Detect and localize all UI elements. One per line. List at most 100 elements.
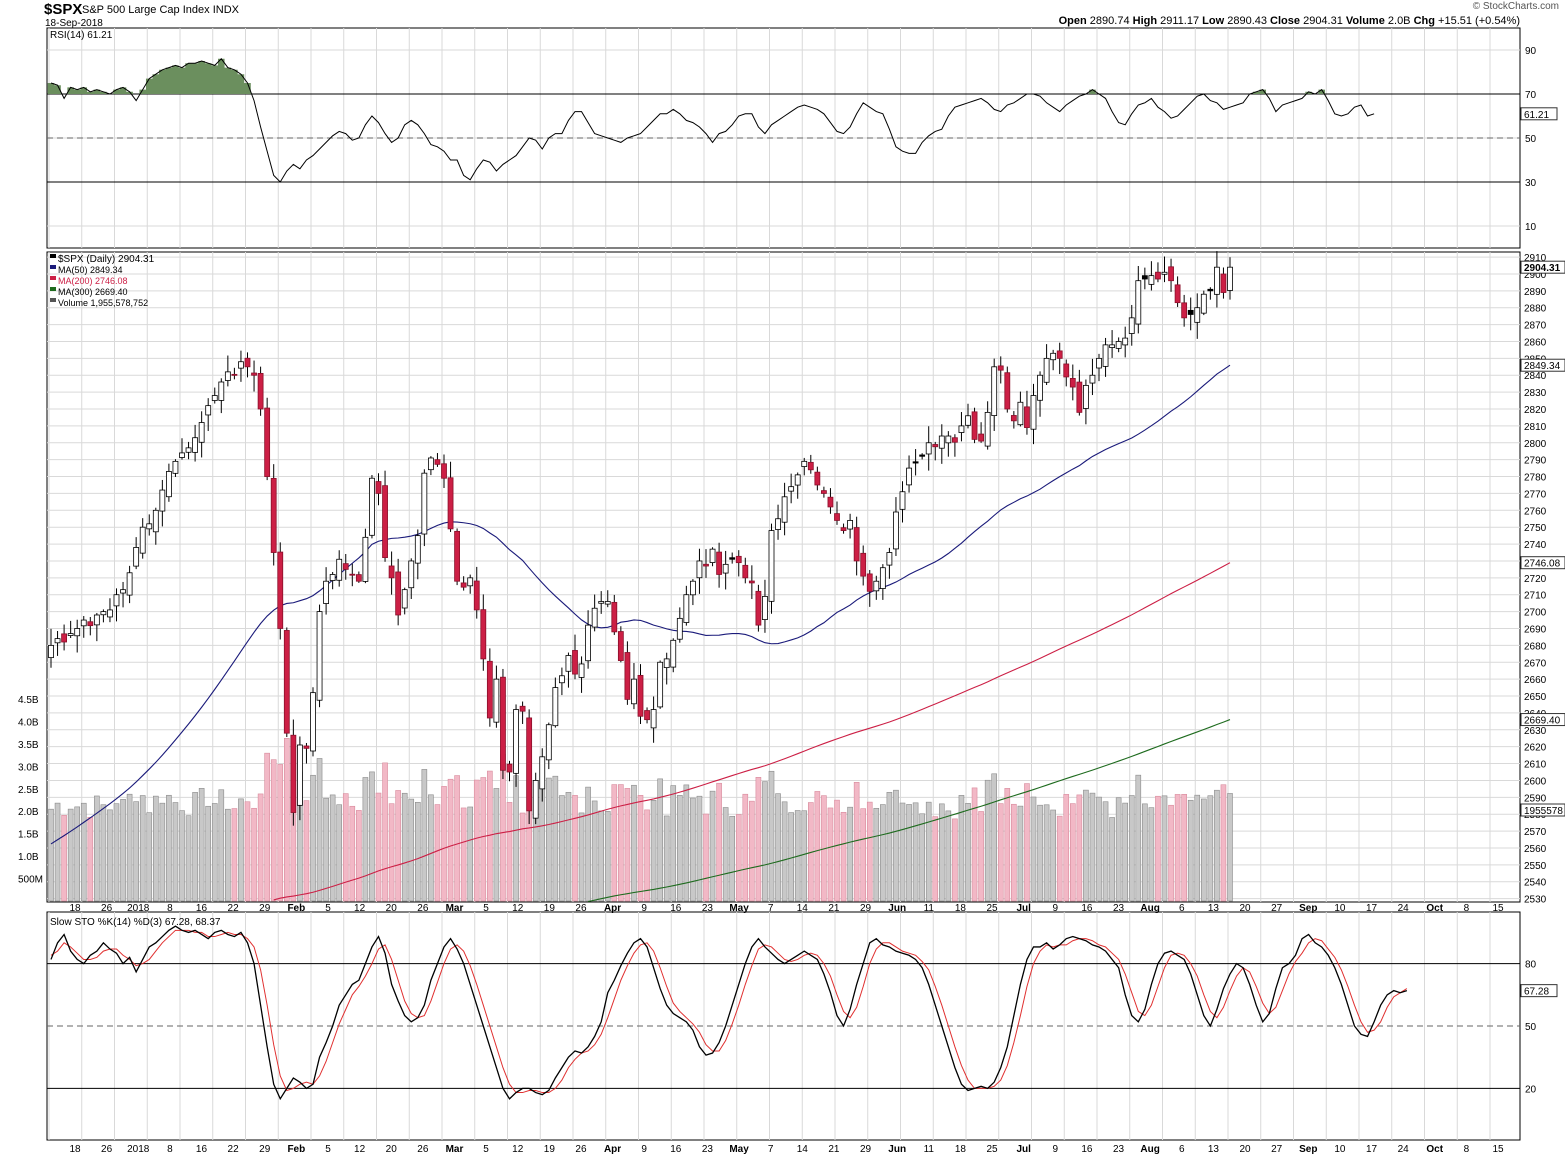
price-tick-label: 2760 (1524, 506, 1547, 517)
volume-tick-label: 3.5B (18, 740, 39, 751)
candle-body (775, 518, 781, 530)
volume-bar (139, 795, 146, 902)
volume-bar (716, 782, 722, 902)
candle-body (729, 557, 736, 560)
price-tick-label: 2680 (1524, 641, 1547, 652)
x-axis-label: 19 (544, 903, 556, 914)
x-axis-label: 16 (196, 903, 208, 914)
candle-body (218, 381, 225, 401)
volume-bar (244, 801, 251, 902)
candle-body (893, 511, 899, 550)
volume-bar (703, 813, 709, 902)
x-axis-label: 21 (828, 903, 840, 914)
candle-body (192, 437, 199, 453)
volume-bar (1115, 797, 1122, 902)
candle-body (1063, 363, 1070, 378)
price-value-tag-label: 2904.31 (1524, 263, 1561, 274)
volume-bar (395, 790, 401, 902)
volume-tick-label: 1.0B (18, 852, 39, 863)
close-label: Close (1270, 15, 1301, 27)
volume-label: Volume (1345, 15, 1385, 27)
volume-bar (618, 784, 624, 902)
price-tick-label: 2790 (1524, 456, 1547, 467)
x-axis-label-bottom: 18 (69, 1144, 81, 1155)
volume-bar (611, 784, 618, 902)
candle-body (61, 633, 67, 643)
volume-bar (984, 779, 991, 902)
price-tick-label: 2710 (1524, 591, 1547, 602)
candle-body (1148, 275, 1155, 285)
x-axis-label: Feb (287, 903, 305, 914)
candle-body (1115, 341, 1122, 349)
candle-body (637, 674, 644, 717)
candle-body (611, 601, 618, 633)
volume-bar (1063, 794, 1070, 902)
x-axis-label: 10 (1334, 903, 1346, 914)
volume-bar (1096, 796, 1102, 902)
volume-bar (755, 777, 762, 902)
candle-body (1024, 406, 1030, 428)
x-axis-label-bottom: 21 (828, 1144, 840, 1155)
volume-bar (166, 794, 172, 902)
rsi-tick-label: 50 (1525, 134, 1537, 145)
chg-value: +15.51 (+0.54%) (1438, 15, 1520, 27)
candle-body (532, 780, 539, 819)
candle-body (873, 580, 880, 592)
x-axis-label-bottom: 23 (702, 1144, 714, 1155)
candle-body (912, 461, 919, 464)
volume-bar (356, 810, 362, 902)
volume-bar (1161, 795, 1168, 902)
candle-body (768, 530, 775, 602)
volume-bar (853, 781, 860, 902)
candle-body (644, 710, 650, 721)
price-tick-label: 2550 (1524, 861, 1547, 872)
x-axis-label: 26 (101, 903, 113, 914)
volume-bar (1030, 796, 1037, 902)
candle-body (107, 609, 113, 618)
price-value-tag-label: 1955578 (1524, 806, 1563, 817)
price-tick-label: 2740 (1524, 540, 1547, 551)
rsi-tick-label: 70 (1525, 90, 1537, 101)
candle-body (834, 513, 840, 521)
x-axis-label-bottom: 8 (1464, 1144, 1470, 1155)
volume-bar (1017, 805, 1024, 902)
x-axis-label: 23 (1113, 903, 1125, 914)
x-axis-label-bottom: 17 (1366, 1144, 1378, 1155)
x-axis-label-bottom: 20 (386, 1144, 398, 1155)
volume-bar (775, 793, 781, 902)
high-value: 2911.17 (1160, 15, 1200, 27)
candle-body (441, 463, 447, 479)
candle-body (336, 558, 343, 581)
rsi-tick-label: 10 (1525, 222, 1537, 233)
volume-bar (925, 801, 932, 902)
candle-body (80, 619, 87, 627)
stoch-last-value-label: 67.28 (1524, 987, 1549, 998)
volume-bar (447, 778, 454, 902)
x-axis-label: Oct (1426, 903, 1443, 914)
volume-bar (814, 791, 821, 902)
price-value-tag (1520, 260, 1565, 274)
volume-bar (938, 803, 945, 902)
x-axis-label-bottom: 29 (860, 1144, 872, 1155)
stoch-k-line (50, 925, 1408, 1101)
volume-bar (919, 813, 925, 902)
x-axis-label-bottom: Apr (604, 1144, 621, 1155)
volume-bar (578, 812, 585, 902)
volume-bar (860, 808, 867, 902)
volume-bar (454, 775, 460, 902)
price-legend-item: MA(50) 2849.34 (58, 265, 123, 275)
volume-bar (257, 793, 264, 902)
volume-bar (225, 808, 231, 902)
candle-body (1030, 395, 1037, 430)
x-axis-label: May (729, 903, 749, 914)
price-tick-label: 2860 (1524, 337, 1547, 348)
candle-body (238, 361, 244, 369)
candle-body (722, 563, 729, 574)
price-value-tag-label: 2849.34 (1524, 361, 1561, 372)
x-axis-label: 8 (1464, 903, 1470, 914)
x-axis-label: Jul (1016, 903, 1031, 914)
x-axis-label: 5 (483, 903, 489, 914)
volume-bar (205, 805, 211, 902)
volume-bar (899, 802, 906, 902)
candle-body (716, 551, 722, 575)
